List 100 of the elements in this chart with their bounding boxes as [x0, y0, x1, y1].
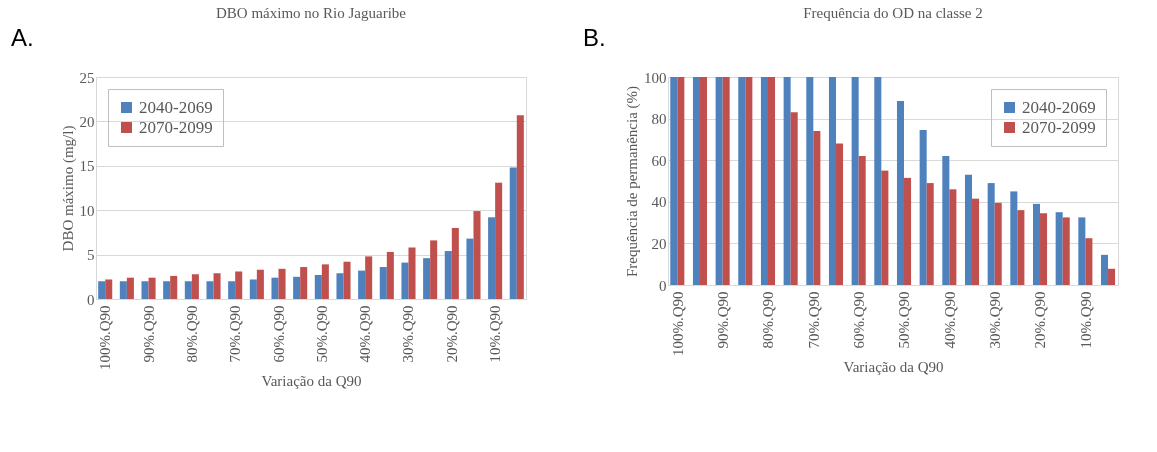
x-tick-label: 40%.Q90	[941, 291, 958, 349]
bar	[184, 281, 192, 299]
x-tick-label: 70%.Q90	[227, 305, 244, 363]
bar	[148, 277, 156, 299]
bar	[249, 279, 257, 299]
x-axis-title: Variação da Q90	[843, 359, 944, 376]
bar	[473, 211, 481, 299]
bar	[191, 274, 199, 299]
x-tick-label: 60%.Q90	[270, 305, 287, 363]
bar	[715, 77, 723, 285]
x-tick-label: 80%.Q90	[183, 305, 200, 363]
bar	[1062, 217, 1070, 285]
y-tick-label: 0	[87, 291, 95, 308]
x-axis-title: Variação da Q90	[261, 373, 362, 390]
bar	[692, 77, 700, 285]
bar	[386, 251, 394, 299]
x-tick-label: 10%.Q90	[487, 305, 504, 363]
chart-title: Frequência do OD na classe 2	[803, 5, 983, 21]
bar	[904, 177, 912, 285]
bar	[722, 77, 730, 285]
bar	[1078, 217, 1086, 285]
y-tick-label: 40	[651, 194, 667, 211]
bar	[858, 156, 866, 285]
bar	[408, 247, 416, 299]
y-tick-label: 20	[79, 113, 95, 130]
legend-label: 2070-2099	[139, 117, 213, 137]
y-axis-title: DBO máximo (mg/l)	[59, 125, 77, 252]
bar	[271, 277, 279, 299]
y-tick-label: 20	[651, 235, 667, 252]
bar	[1108, 268, 1116, 285]
bar	[1055, 212, 1063, 285]
bar	[926, 183, 934, 285]
bar	[851, 77, 859, 285]
bar	[228, 281, 236, 299]
bar	[813, 131, 821, 285]
bar	[699, 77, 708, 285]
x-tick-label: 30%.Q90	[400, 305, 417, 363]
bar	[677, 77, 685, 285]
bar	[256, 269, 264, 299]
y-tick-label: 15	[79, 158, 95, 175]
bar	[1032, 203, 1041, 285]
bar	[466, 238, 474, 299]
bar	[98, 281, 106, 299]
bar	[293, 276, 301, 299]
bar	[401, 262, 409, 299]
bar	[1101, 254, 1109, 285]
bar	[105, 279, 113, 299]
x-tick-label: 10%.Q90	[1077, 291, 1094, 349]
legend-label: 2040-2069	[1022, 97, 1096, 117]
bar	[760, 77, 768, 285]
y-tick-label: 80	[651, 111, 667, 128]
bar	[942, 156, 950, 285]
bar	[1085, 238, 1093, 285]
bar	[126, 277, 134, 299]
bar	[896, 100, 905, 285]
bar	[444, 251, 452, 299]
bar	[964, 174, 973, 285]
x-tick-label: 90%.Q90	[714, 291, 731, 349]
chart-title: DBO máximo no Rio Jaguaribe	[216, 5, 407, 21]
bar	[321, 264, 329, 299]
x-tick-label: 50%.Q90	[313, 305, 330, 363]
bar	[451, 227, 459, 299]
x-tick-label: 100%.Q90	[669, 291, 686, 357]
bar	[874, 77, 882, 285]
legend-label: 2040-2069	[139, 97, 213, 117]
y-tick-label: 60	[651, 152, 667, 169]
bar	[365, 256, 373, 299]
x-tick-label: 60%.Q90	[850, 291, 867, 349]
bar	[516, 115, 524, 299]
bar	[314, 275, 322, 299]
x-tick-label: 30%.Q90	[987, 291, 1004, 349]
bar	[235, 271, 243, 299]
y-tick-label: 5	[87, 247, 95, 264]
bar	[509, 167, 517, 299]
x-tick-label: 100%.Q90	[97, 305, 114, 371]
bar	[972, 198, 980, 285]
bar	[300, 267, 308, 299]
x-tick-label: 40%.Q90	[357, 305, 374, 363]
x-tick-label: 20%.Q90	[443, 305, 460, 363]
bar	[488, 217, 496, 299]
bar	[213, 273, 221, 299]
x-tick-label: 20%.Q90	[1032, 291, 1049, 349]
bar	[745, 77, 753, 285]
bar	[806, 77, 814, 285]
bar	[919, 130, 927, 285]
y-tick-label: 10	[79, 202, 95, 219]
bar	[987, 183, 995, 285]
x-tick-label: 50%.Q90	[896, 291, 913, 349]
text: B.	[583, 24, 606, 51]
y-tick-label: 0	[659, 277, 667, 294]
bar	[358, 270, 366, 299]
legend-label: 2070-2099	[1022, 117, 1096, 137]
y-tick-label: 100	[644, 69, 667, 86]
bar	[1040, 213, 1048, 285]
bar	[790, 112, 798, 285]
bar	[1017, 210, 1025, 285]
bar	[206, 281, 214, 299]
bar	[336, 273, 344, 299]
text: A.	[11, 24, 34, 51]
bar	[783, 77, 791, 285]
